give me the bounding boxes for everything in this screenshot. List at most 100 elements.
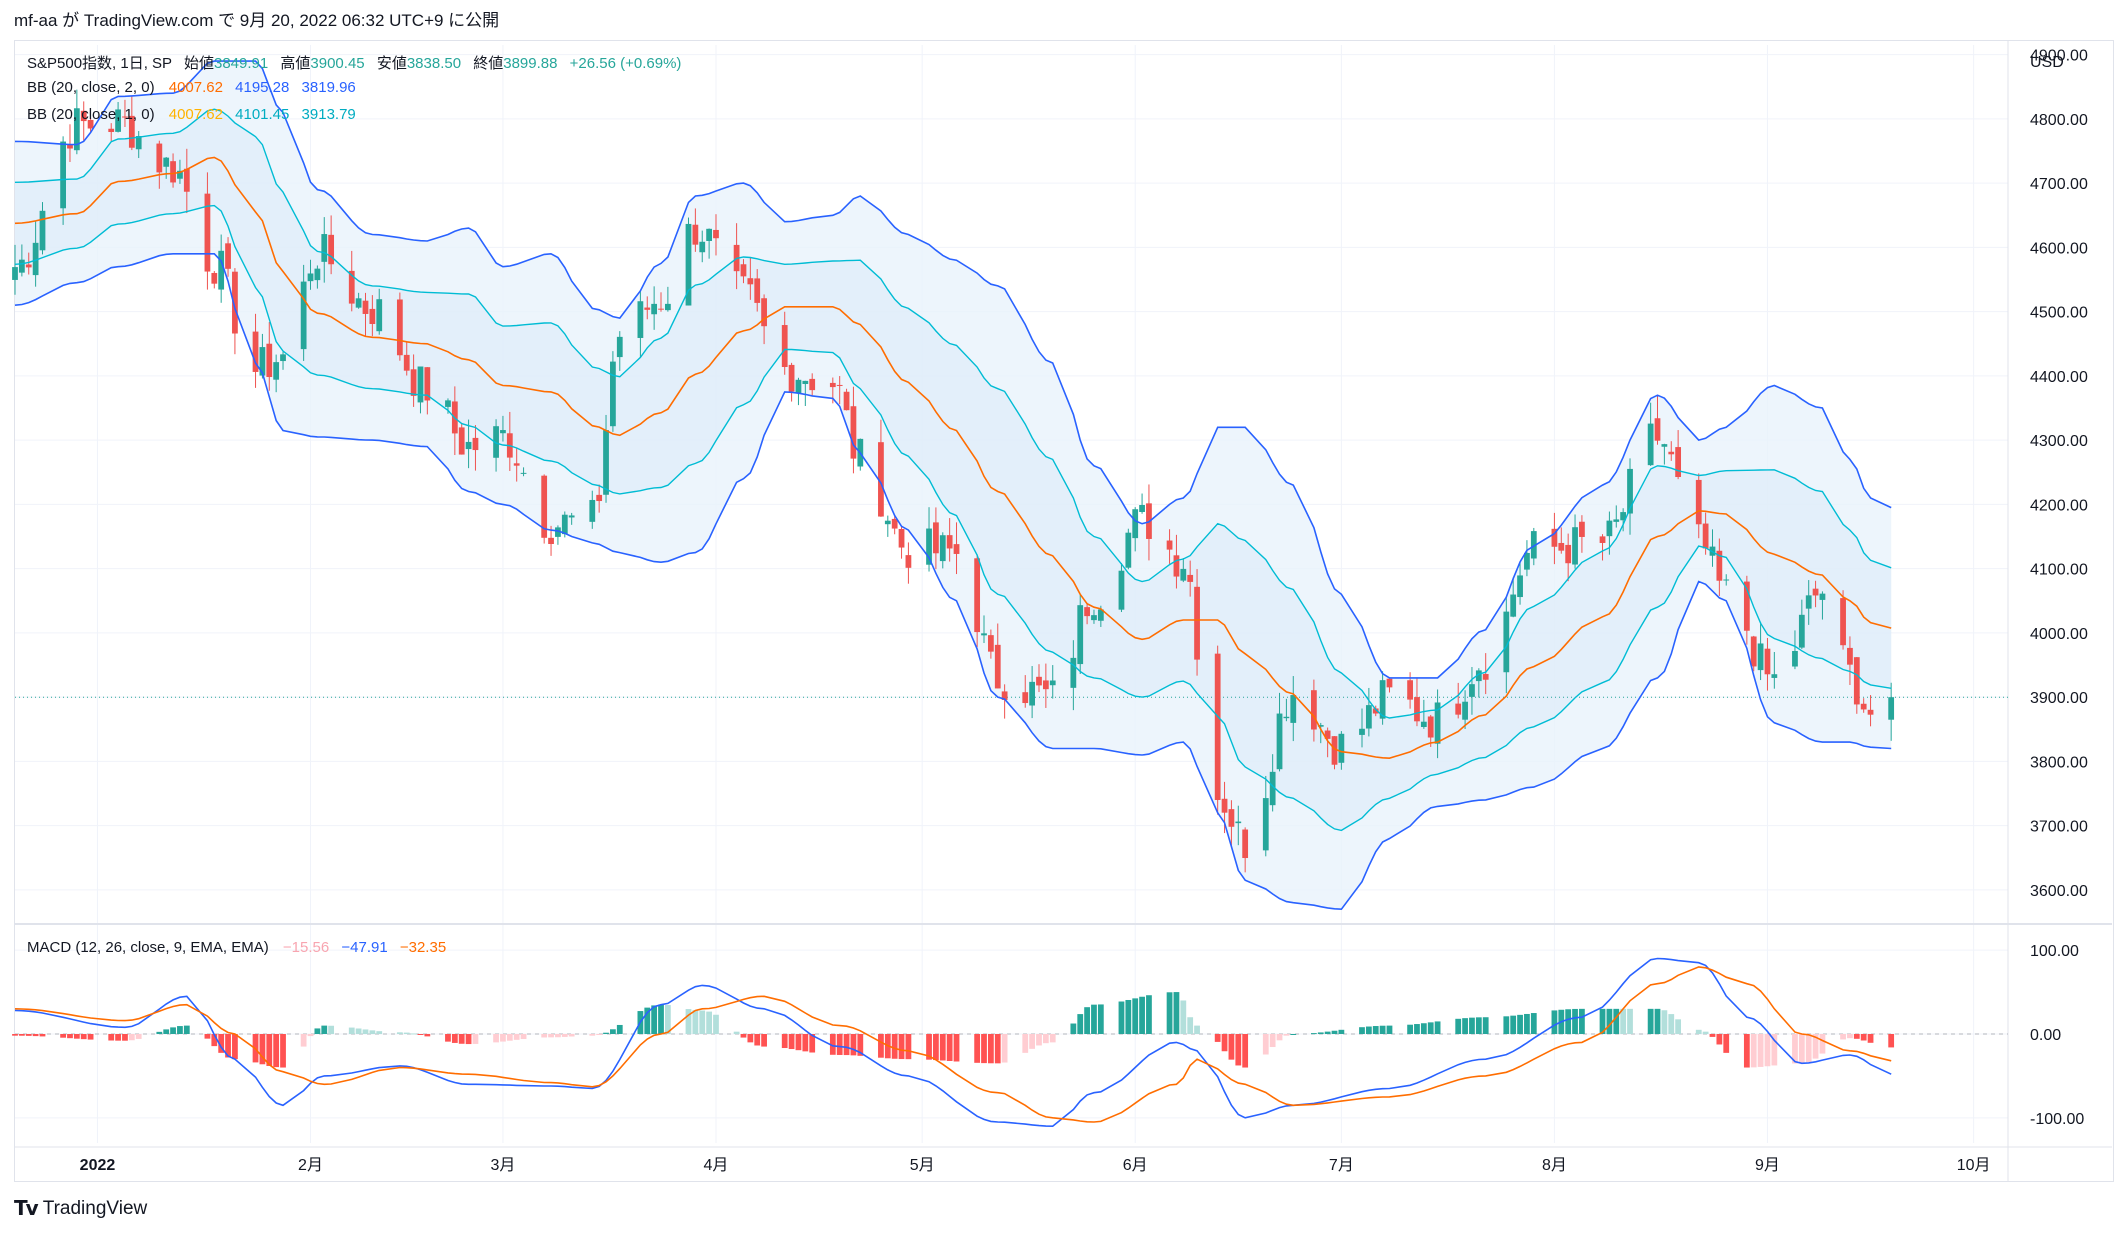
legend-bb2[interactable]: BB (20, close, 2, 0) 4007.62 4195.28 381…	[27, 79, 356, 96]
currency-label: USD	[2030, 54, 2064, 71]
candle-body	[1654, 418, 1661, 441]
legend-bb1-upper: 4101.45	[235, 106, 290, 123]
candle-body	[1702, 523, 1709, 549]
candle-body	[472, 437, 479, 451]
candle-body	[884, 520, 891, 525]
legend-main[interactable]: S&P500指数, 1日, SP 始値3849.91 高値3900.45 安値3…	[27, 52, 681, 73]
macd-hist-bar	[981, 1034, 987, 1064]
candle-body	[1036, 676, 1042, 686]
candle-body	[795, 379, 802, 394]
candle-body	[891, 518, 898, 529]
macd-hist-bar	[658, 1004, 664, 1034]
macd-hist-bar	[321, 1025, 328, 1034]
candle-body	[183, 168, 190, 192]
candle-body	[1551, 528, 1558, 547]
candle-body	[1530, 531, 1537, 559]
macd-line	[14, 957, 1892, 1128]
candle-body	[1847, 647, 1853, 665]
macd-hist-bar	[541, 1034, 548, 1038]
macd-hist-bar	[183, 1025, 190, 1034]
macd-hist-bar	[1757, 1034, 1764, 1067]
candle-body	[67, 144, 73, 149]
macd-hist-bar	[836, 1034, 843, 1055]
candle-body	[18, 259, 25, 273]
candle-body	[1695, 479, 1702, 525]
macd-hist-bar	[266, 1034, 273, 1066]
macd-hist-bar	[1819, 1034, 1826, 1054]
macd-hist-bar	[1036, 1034, 1042, 1046]
candle-body	[1579, 521, 1585, 537]
macd-hist-bar	[1462, 1018, 1468, 1034]
macd-hist-bar	[1860, 1034, 1867, 1041]
candle-body	[1757, 643, 1764, 671]
macd-hist-bar	[1173, 992, 1180, 1034]
candle-body	[1276, 713, 1283, 770]
macd-hist-bar	[1565, 1009, 1572, 1034]
macd-hist-bar	[994, 1034, 1001, 1064]
candle-body	[328, 234, 335, 265]
time-tick-label: 7月	[1329, 1157, 1354, 1174]
candle-body	[1647, 423, 1654, 466]
candle-body	[788, 364, 795, 392]
macd-hist-bar	[878, 1034, 884, 1058]
legend-macd[interactable]: MACD (12, 26, close, 9, EMA, EMA) −15.56…	[27, 939, 446, 956]
legend-bb2-basis: 4007.62	[168, 79, 223, 96]
candle-body	[1338, 733, 1345, 763]
candle-body	[1049, 680, 1056, 686]
axis-labels: 3600.00 3700.00 3800.00 3900.00 4000.00 4100.…	[80, 48, 2088, 1174]
price-tick-label: 4100.00	[2030, 562, 2088, 579]
macd-hist-bar	[177, 1026, 183, 1034]
candle-body	[396, 299, 403, 356]
candle-body	[610, 361, 616, 427]
macd-hist-bar	[905, 1034, 912, 1060]
time-tick-label: 5月	[910, 1157, 935, 1174]
legend-bb1[interactable]: BB (20, close, 1, 0) 4007.62 4101.45 391…	[27, 106, 356, 123]
candle-body	[1503, 611, 1510, 673]
candle-body	[1269, 771, 1276, 806]
candle-body	[225, 243, 231, 269]
macd-hist-bar	[1118, 1001, 1125, 1034]
macd-hist-bar	[1070, 1023, 1077, 1034]
macd-hist-bar	[1386, 1025, 1393, 1034]
legend-macd-line: −47.91	[341, 939, 388, 956]
macd-hist-bar	[1675, 1019, 1682, 1034]
bb2-lower-line	[14, 253, 1892, 911]
candle-body	[658, 308, 664, 310]
macd-hist-bar	[12, 1034, 18, 1036]
macd-hist-bar	[225, 1034, 231, 1058]
candle-body	[1572, 527, 1578, 565]
candle-body	[266, 343, 273, 378]
candle-body	[1097, 609, 1104, 621]
macd-hist-bar	[974, 1034, 981, 1063]
macd-hist-bar	[122, 1034, 128, 1041]
tradingview-logo[interactable]: 𝗧𝘃 TradingView	[14, 1196, 147, 1221]
price-tick-label: 4600.00	[2030, 240, 2088, 257]
legend-macd-hist: −15.56	[282, 939, 330, 956]
candle-body	[1558, 542, 1565, 551]
macd-hist-bar	[170, 1027, 176, 1034]
macd-hist-bar	[211, 1034, 218, 1047]
candle-body	[252, 331, 259, 372]
candle-body	[1310, 690, 1317, 730]
macd-hist-bar	[795, 1034, 802, 1051]
macd-tick-label: -100.00	[2030, 1111, 2084, 1128]
candle-body	[1173, 555, 1180, 577]
macd-hist-bar	[500, 1034, 506, 1042]
macd-hist-bar	[1510, 1015, 1517, 1034]
candle-body	[520, 472, 527, 474]
candle-body	[1469, 684, 1475, 697]
candle-body	[1716, 550, 1723, 581]
macd-hist-bar	[1613, 1008, 1620, 1034]
candle-body	[1407, 680, 1413, 700]
candle-body	[1455, 703, 1462, 715]
macd-hist-bar	[692, 1010, 699, 1034]
macd-hist-bar	[1455, 1018, 1462, 1034]
chart-svg[interactable]: 3600.00 3700.00 3800.00 3900.00 4000.00 4100.…	[0, 0, 2127, 1190]
chart-frame[interactable]	[14, 40, 2114, 1182]
candle-body	[933, 522, 939, 554]
macd-hist-bar	[1805, 1034, 1812, 1063]
candle-body	[122, 116, 128, 118]
macd-hist-bar	[472, 1034, 479, 1044]
macd-hist-bar	[204, 1034, 211, 1039]
legend-close-value: 3899.88	[503, 55, 558, 72]
